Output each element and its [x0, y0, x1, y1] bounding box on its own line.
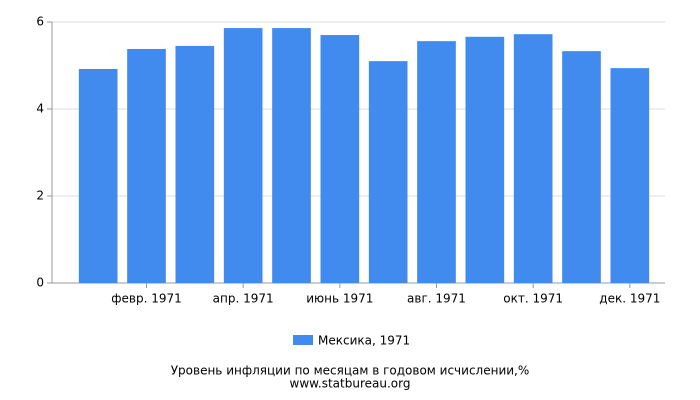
source: www.statbureau.org	[290, 377, 411, 391]
legend-label: Мексика, 1971	[318, 334, 410, 348]
x-tick-label: авг. 1971	[407, 292, 466, 306]
bar	[513, 34, 553, 284]
chart-title: Уровень инфляции по месяцам в годовом ис…	[171, 364, 530, 378]
y-tick-label: 2	[36, 189, 44, 203]
bar	[562, 51, 601, 283]
y-tick-label: 6	[36, 15, 44, 29]
bar	[127, 48, 166, 283]
bar	[417, 41, 456, 283]
y-tick-label: 0	[36, 276, 44, 290]
legend-swatch	[293, 335, 313, 345]
x-tick-label: окт. 1971	[503, 292, 563, 306]
x-tick-label: февр. 1971	[111, 292, 182, 306]
bar	[175, 45, 215, 283]
bar	[610, 68, 650, 283]
bar	[272, 28, 311, 284]
bar	[465, 36, 505, 283]
x-tick-label: апр. 1971	[213, 292, 274, 306]
bar	[368, 61, 408, 284]
bar	[320, 35, 360, 283]
x-tick-label: дек. 1971	[599, 292, 660, 306]
bar	[78, 68, 118, 283]
x-tick-label: июнь 1971	[306, 292, 373, 306]
bar	[223, 28, 263, 284]
y-tick-label: 4	[36, 102, 44, 116]
